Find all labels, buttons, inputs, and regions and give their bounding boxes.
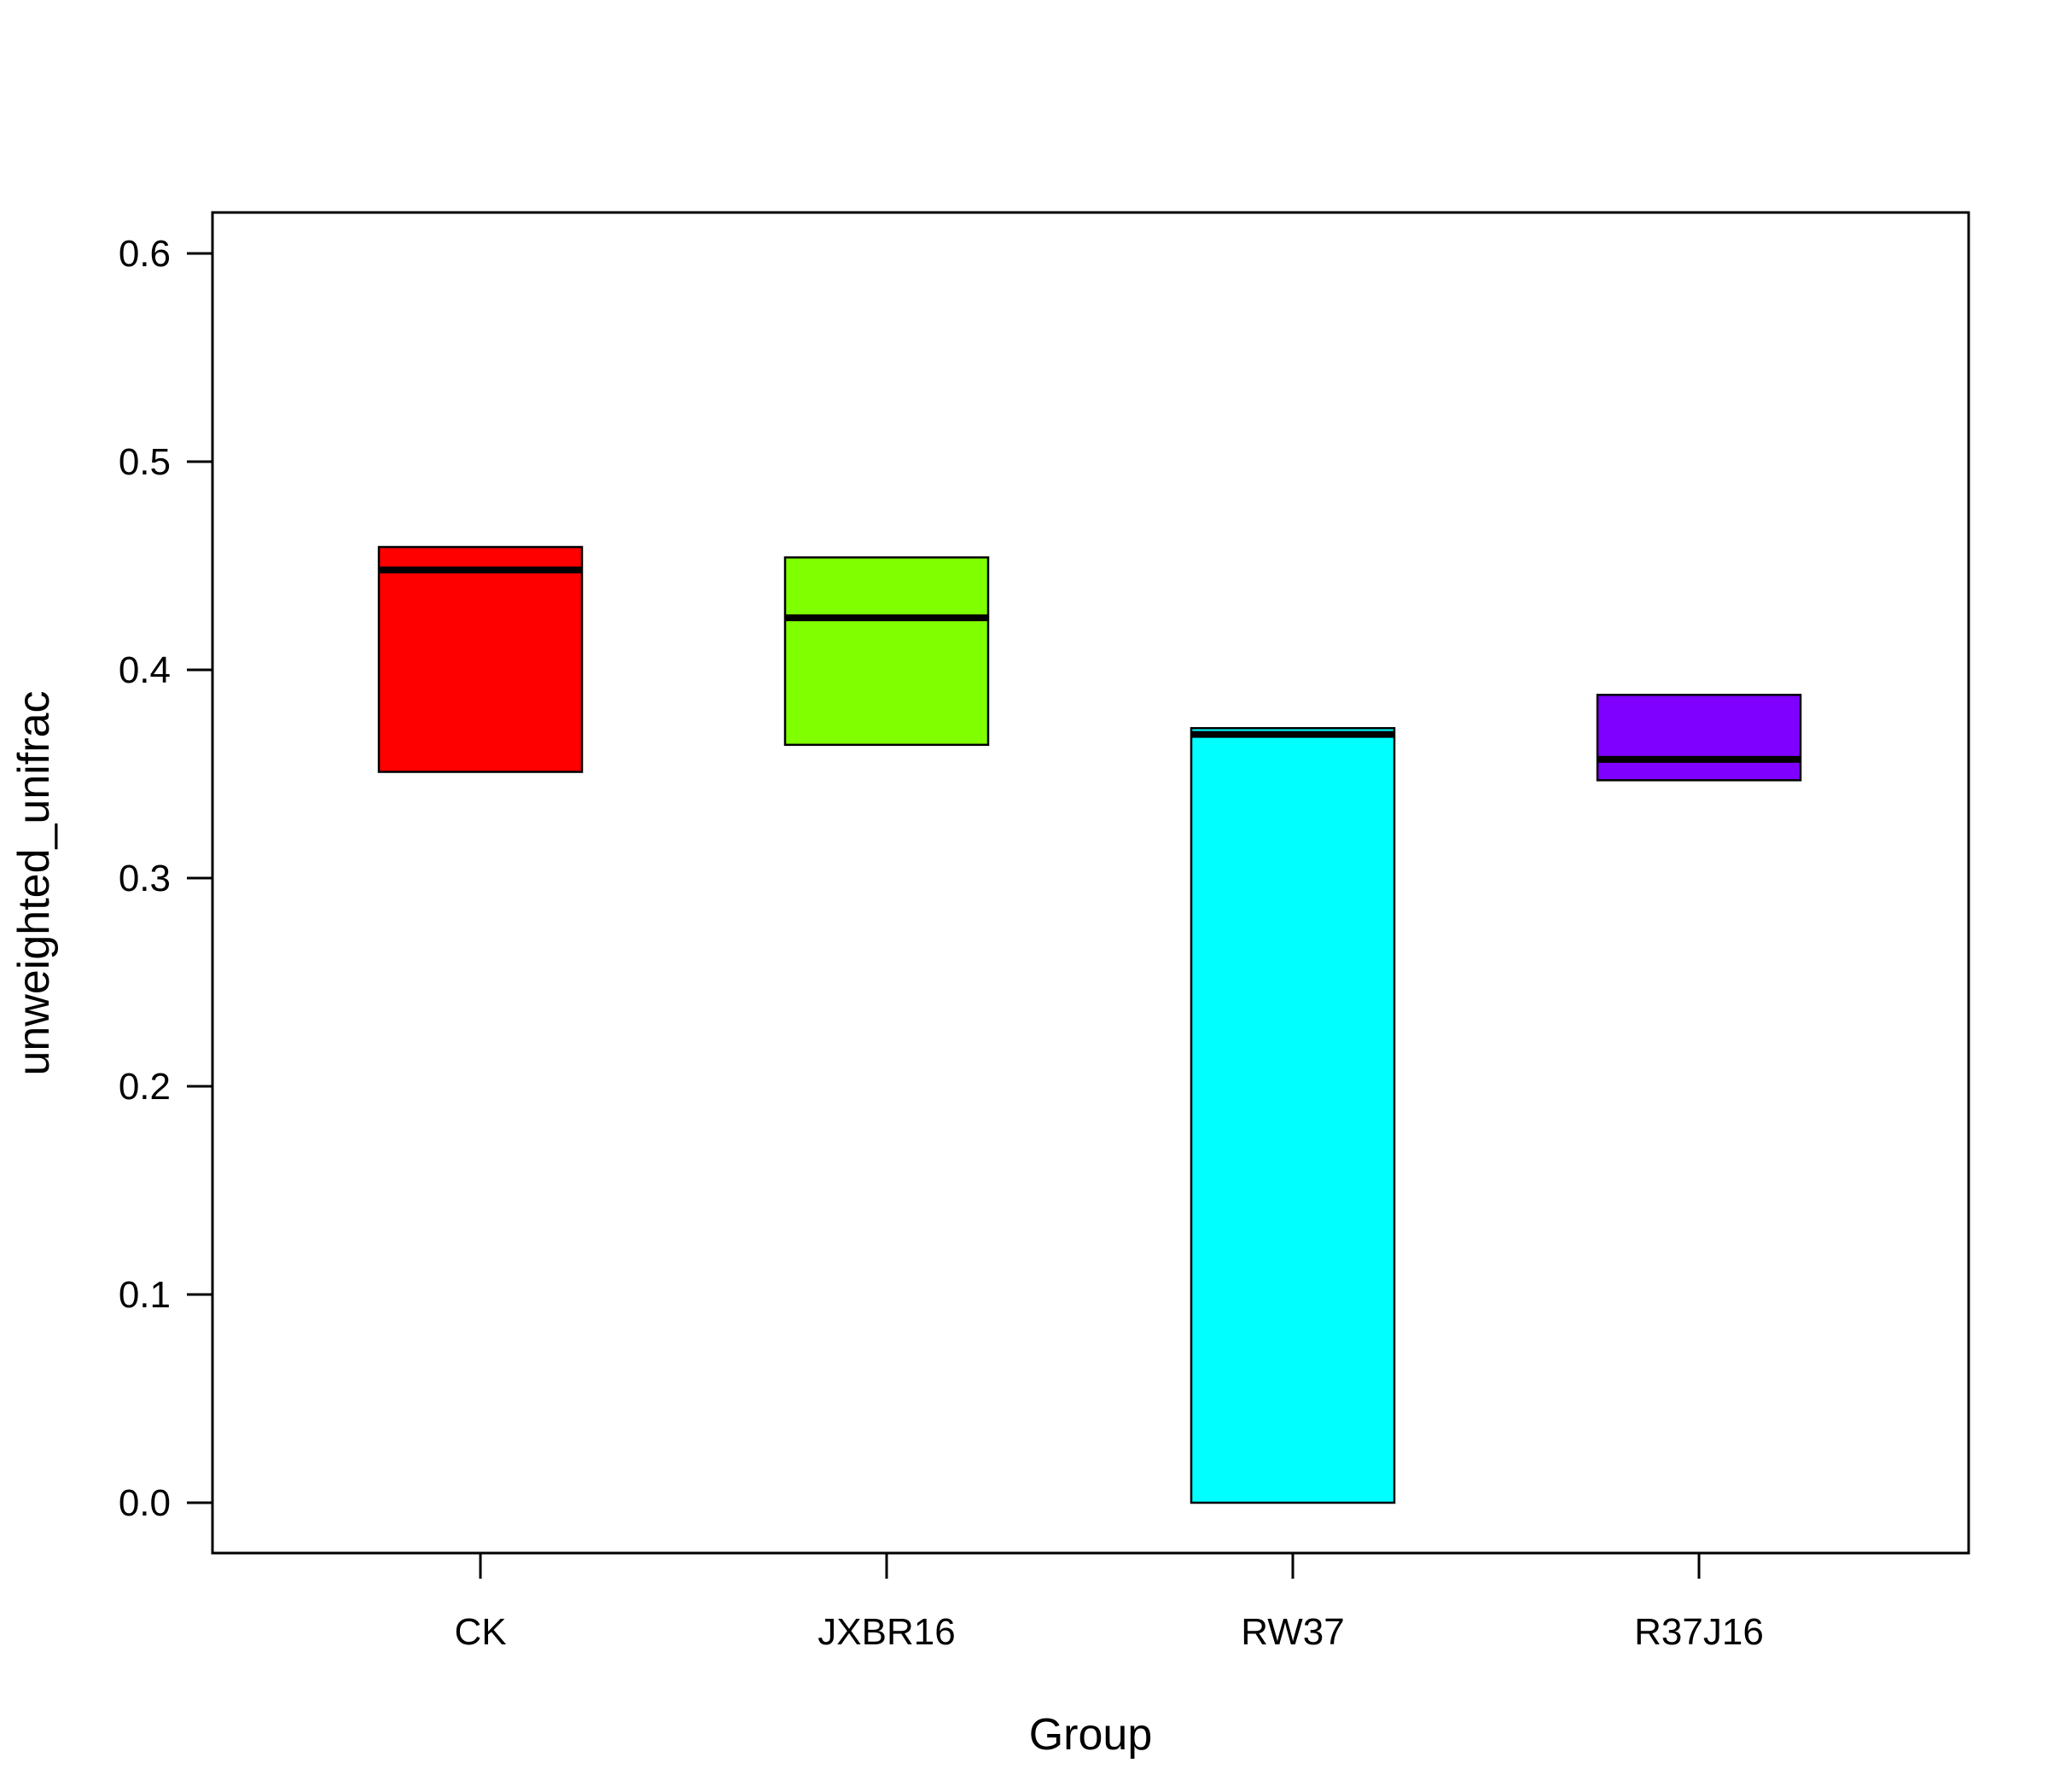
y-axis-title: unweighted_unifrac bbox=[9, 691, 59, 1076]
box-body bbox=[1596, 694, 1802, 782]
box-r37j16 bbox=[1596, 694, 1802, 782]
boxes bbox=[377, 545, 1802, 1504]
box-ck bbox=[377, 545, 584, 773]
x-axis: CK JXBR16 RW37 R37J16 bbox=[454, 1553, 1764, 1653]
y-tick-label: 0.3 bbox=[119, 858, 171, 899]
box-jxbr16 bbox=[783, 556, 990, 747]
x-tick-label: RW37 bbox=[1241, 1611, 1344, 1653]
y-tick-label: 0.1 bbox=[119, 1274, 171, 1316]
y-tick-label: 0.0 bbox=[119, 1482, 171, 1524]
x-tick-label: CK bbox=[454, 1611, 506, 1653]
plot-frame bbox=[211, 211, 1970, 1555]
y-tick-label: 0.6 bbox=[119, 233, 171, 275]
box-body bbox=[783, 556, 990, 747]
y-tick-label: 0.5 bbox=[119, 441, 171, 483]
x-tick-label: R37J16 bbox=[1634, 1611, 1764, 1653]
y-axis: 0.0 0.1 0.2 0.3 0.4 0.5 0.6 bbox=[119, 233, 212, 1524]
x-tick-label: JXBR16 bbox=[817, 1611, 955, 1653]
box-rw37 bbox=[1190, 727, 1396, 1504]
box-body bbox=[377, 545, 584, 773]
x-axis-title: Group bbox=[1029, 1710, 1153, 1760]
box-body bbox=[1190, 727, 1396, 1504]
y-tick-label: 0.4 bbox=[119, 649, 171, 691]
y-tick-label: 0.2 bbox=[119, 1066, 171, 1108]
